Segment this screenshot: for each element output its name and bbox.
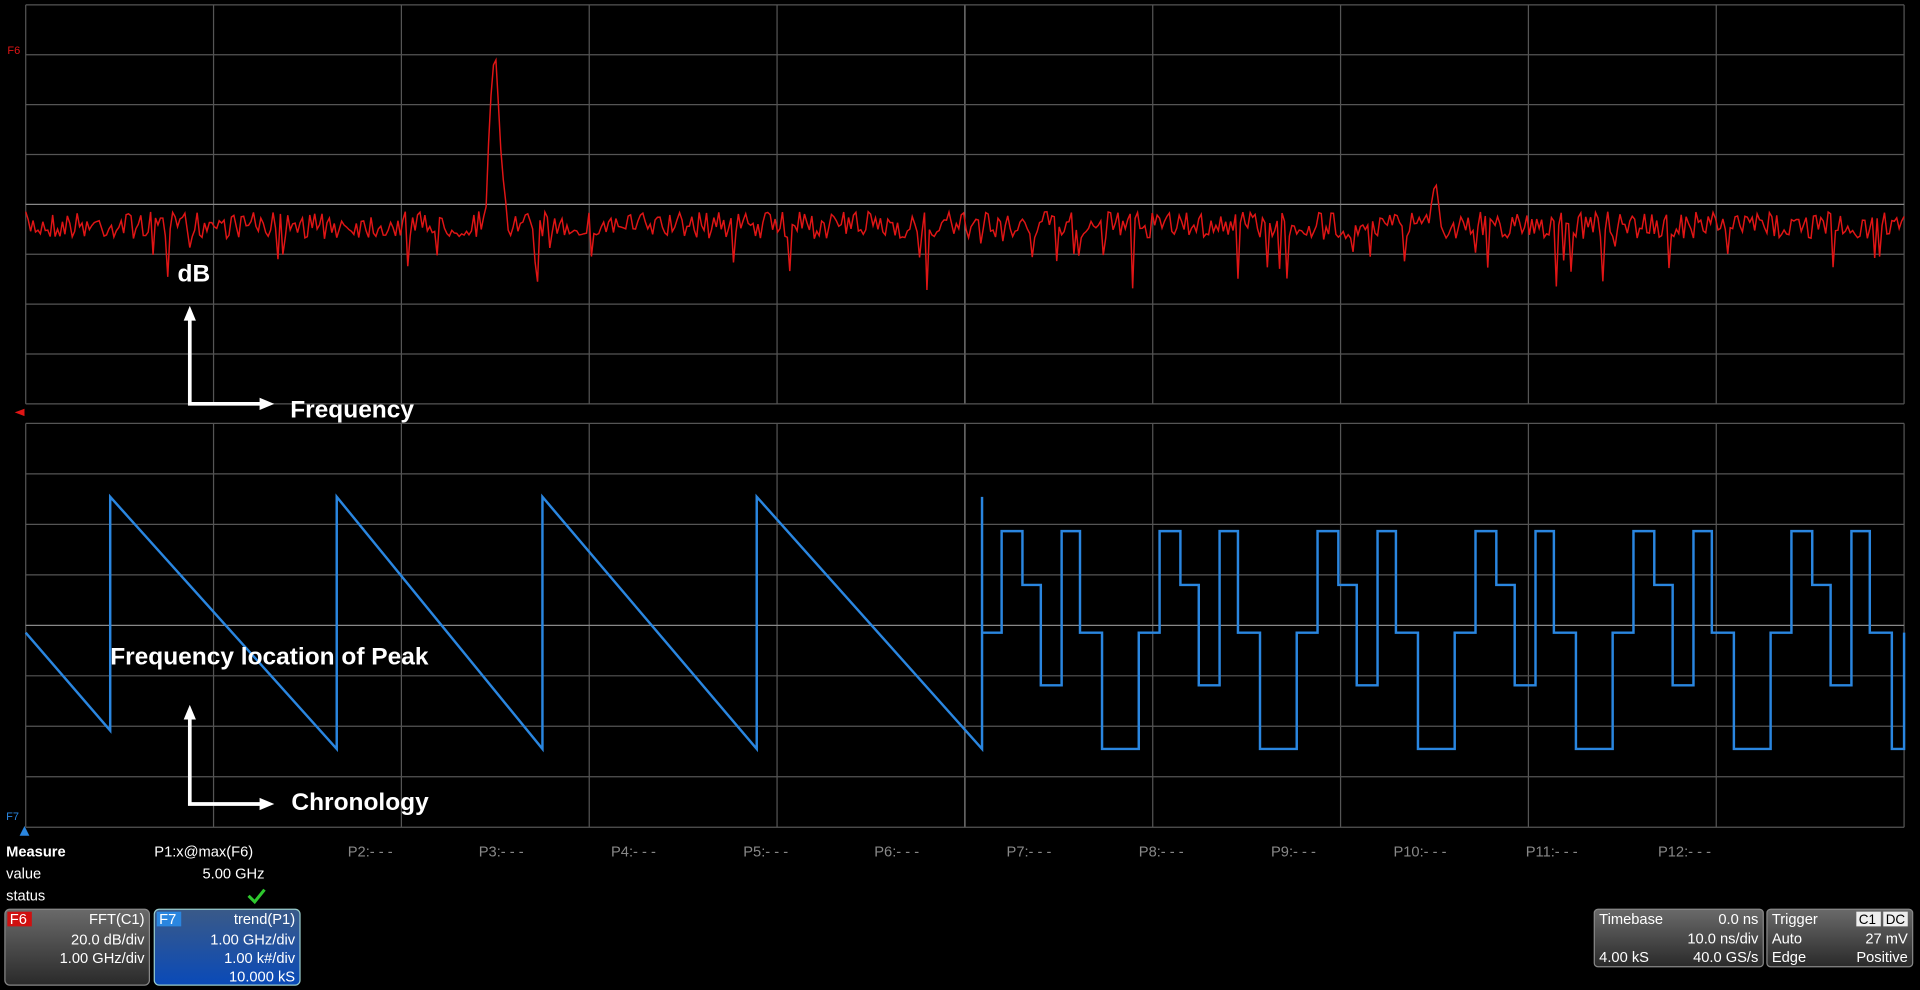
trace-tag: F7 <box>159 912 176 928</box>
timebase-box[interactable]: Timebase 0.0 ns 10.0 ns/div 4.00 kS 40.0… <box>1593 908 1764 968</box>
box[interactable] <box>1593 908 1764 968</box>
param-name: P8:- - - <box>1139 845 1184 861</box>
param-name: P2:- - - <box>348 845 393 861</box>
annotation: Frequency location of Peak <box>110 643 429 670</box>
timebase-delay: 0.0 ns <box>1718 912 1758 928</box>
trace-line: 1.00 GHz/div <box>210 933 295 949</box>
axis-arrow <box>187 315 264 406</box>
param-name: P5:- - - <box>743 845 788 861</box>
grids <box>25 4 1905 828</box>
param-name: P9:- - - <box>1271 845 1316 861</box>
trigger-level: 27 mV <box>1865 932 1908 948</box>
tag-bg <box>1883 911 1908 927</box>
f6-marker: F6 <box>7 45 20 57</box>
trigger-mode: Auto <box>1772 932 1802 948</box>
timebase-title: Timebase <box>1599 912 1663 928</box>
annotation: Frequency <box>290 396 414 423</box>
param-name: P7:- - - <box>1007 845 1052 861</box>
tag-bg <box>7 911 32 927</box>
trigger-type: Edge <box>1772 950 1806 966</box>
timebase-rate: 40.0 GS/s <box>1693 950 1758 966</box>
trace-source: trend(P1) <box>234 912 295 928</box>
arrow-head <box>183 305 275 410</box>
trend-trace <box>24 493 1906 753</box>
f7-marker: F7 <box>6 811 19 823</box>
trigger-source: C1 <box>1859 912 1876 927</box>
trace-line: 20.0 dB/div <box>71 933 145 949</box>
f6-descriptor[interactable]: F6 FFT(C1) 20.0 dB/div 1.00 GHz/div <box>4 908 150 986</box>
tag-bg <box>156 911 182 927</box>
trace-tag: F6 <box>10 912 27 928</box>
trigger-coupling: DC <box>1886 912 1906 927</box>
trigger-box[interactable]: Trigger C1 DC Auto 27 mV Edge Positive <box>1766 908 1914 968</box>
tag-bg <box>1856 911 1881 927</box>
arrow-head <box>183 704 275 811</box>
trace-source: FFT(C1) <box>89 912 144 928</box>
timebase-scale: 10.0 ns/div <box>1687 932 1759 948</box>
param-name: P1:x@max(F6) <box>154 845 253 861</box>
trigger-slope: Positive <box>1856 950 1907 966</box>
measure-params: P1:x@max(F6) P2:- - - P3:- - - P4:- - - P5:-… <box>154 845 1711 861</box>
param-value: 5.00 GHz <box>202 867 264 883</box>
descriptor-box[interactable] <box>4 908 150 986</box>
f7-descriptor[interactable]: F7 trend(P1) 1.00 GHz/div 1.00 k#/div 10… <box>153 908 301 986</box>
param-name: P11:- - - <box>1526 845 1578 861</box>
timebase-points: 4.00 kS <box>1599 950 1649 966</box>
fft-trace <box>25 57 1905 291</box>
status-ok-icon <box>247 888 266 905</box>
measure-header: Measure <box>6 845 66 861</box>
param-name: P6:- - - <box>874 845 919 861</box>
trace-line: 10.000 kS <box>229 969 295 985</box>
annotation: dB <box>178 260 211 287</box>
trace-line: 1.00 k#/div <box>224 951 296 967</box>
axis-arrow <box>187 714 264 806</box>
f7-offset-marker <box>19 826 30 836</box>
annotation: Chronology <box>291 789 429 816</box>
f6-offset-marker <box>14 408 25 417</box>
row-label: status <box>6 889 45 905</box>
param-name: P4:- - - <box>611 845 656 861</box>
param-name: P12:- - - <box>1658 845 1711 861</box>
row-label: value <box>6 867 41 883</box>
trace-line: 1.00 GHz/div <box>60 951 145 967</box>
param-name: P3:- - - <box>479 845 524 861</box>
param-name: P10:- - - <box>1393 845 1446 861</box>
trigger-title: Trigger <box>1772 912 1818 928</box>
descriptor-box[interactable] <box>153 908 301 986</box>
